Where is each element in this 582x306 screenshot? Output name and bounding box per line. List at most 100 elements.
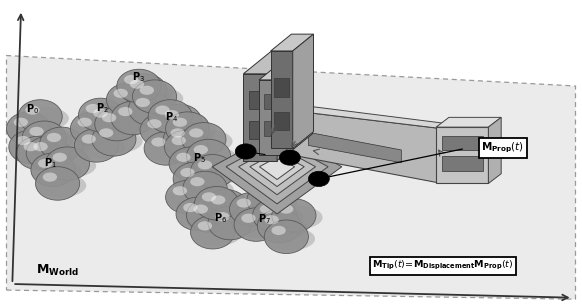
Ellipse shape	[254, 189, 268, 199]
Ellipse shape	[74, 129, 119, 162]
Ellipse shape	[129, 92, 172, 125]
Ellipse shape	[186, 146, 237, 170]
Ellipse shape	[164, 122, 207, 156]
Ellipse shape	[124, 75, 139, 84]
Ellipse shape	[113, 89, 128, 98]
Polygon shape	[274, 112, 289, 130]
Ellipse shape	[173, 118, 187, 127]
Polygon shape	[243, 74, 277, 161]
Ellipse shape	[234, 215, 285, 238]
Ellipse shape	[257, 209, 301, 243]
Ellipse shape	[234, 208, 278, 241]
Polygon shape	[249, 121, 271, 139]
Ellipse shape	[264, 215, 279, 224]
Text: $\mathbf{M}_{\mathbf{World}}$: $\mathbf{M}_{\mathbf{World}}$	[36, 263, 79, 278]
Ellipse shape	[271, 226, 286, 235]
Ellipse shape	[130, 80, 144, 89]
Ellipse shape	[194, 204, 208, 214]
Ellipse shape	[155, 106, 170, 115]
Ellipse shape	[264, 227, 315, 251]
Ellipse shape	[93, 109, 108, 118]
Polygon shape	[6, 55, 576, 299]
Ellipse shape	[194, 145, 208, 154]
Ellipse shape	[47, 133, 61, 142]
Ellipse shape	[183, 178, 234, 202]
Text: $\mathbf{P}_{1}$: $\mathbf{P}_{1}$	[44, 156, 56, 170]
Ellipse shape	[151, 137, 166, 147]
Polygon shape	[289, 110, 442, 184]
Ellipse shape	[180, 168, 194, 177]
Ellipse shape	[169, 154, 220, 177]
Polygon shape	[271, 51, 293, 148]
Polygon shape	[259, 80, 287, 155]
Ellipse shape	[158, 104, 201, 138]
Ellipse shape	[16, 136, 61, 170]
Ellipse shape	[99, 128, 113, 137]
Ellipse shape	[123, 81, 173, 104]
Ellipse shape	[79, 98, 123, 132]
Ellipse shape	[70, 112, 115, 145]
Ellipse shape	[176, 204, 227, 228]
Ellipse shape	[190, 162, 242, 185]
Ellipse shape	[198, 221, 212, 230]
Polygon shape	[243, 48, 309, 74]
Polygon shape	[260, 157, 294, 180]
Ellipse shape	[140, 121, 191, 144]
Ellipse shape	[86, 104, 100, 113]
Ellipse shape	[204, 189, 248, 223]
Ellipse shape	[189, 128, 203, 137]
Ellipse shape	[25, 106, 40, 115]
Ellipse shape	[22, 121, 66, 155]
Ellipse shape	[165, 130, 208, 164]
Ellipse shape	[26, 136, 70, 170]
Ellipse shape	[186, 199, 230, 232]
Ellipse shape	[169, 147, 213, 181]
Ellipse shape	[36, 174, 86, 197]
Ellipse shape	[253, 206, 303, 229]
Ellipse shape	[173, 169, 224, 193]
Ellipse shape	[86, 103, 130, 136]
Ellipse shape	[18, 100, 62, 133]
Ellipse shape	[211, 195, 225, 204]
Ellipse shape	[95, 114, 146, 138]
Ellipse shape	[16, 136, 30, 145]
Ellipse shape	[111, 108, 162, 132]
Polygon shape	[289, 105, 450, 129]
Polygon shape	[271, 34, 314, 51]
Ellipse shape	[79, 105, 129, 129]
Ellipse shape	[308, 171, 329, 187]
Polygon shape	[259, 59, 313, 80]
Ellipse shape	[204, 196, 255, 220]
Ellipse shape	[242, 214, 255, 223]
Ellipse shape	[229, 192, 274, 226]
Ellipse shape	[183, 171, 227, 205]
Ellipse shape	[237, 198, 251, 207]
Ellipse shape	[45, 147, 90, 181]
Polygon shape	[250, 152, 304, 187]
Ellipse shape	[264, 220, 308, 254]
Ellipse shape	[172, 136, 186, 145]
Ellipse shape	[33, 142, 48, 151]
Ellipse shape	[40, 134, 90, 158]
Ellipse shape	[92, 129, 143, 153]
Ellipse shape	[102, 113, 116, 122]
Ellipse shape	[166, 119, 217, 142]
Text: $\mathbf{P}_{4}$: $\mathbf{P}_{4}$	[165, 110, 179, 124]
Ellipse shape	[136, 98, 150, 107]
Ellipse shape	[171, 128, 184, 137]
Ellipse shape	[148, 100, 192, 133]
Ellipse shape	[9, 130, 53, 164]
Ellipse shape	[208, 213, 259, 237]
Polygon shape	[277, 48, 309, 161]
Ellipse shape	[16, 143, 67, 167]
Ellipse shape	[95, 107, 139, 141]
Ellipse shape	[194, 187, 239, 220]
Polygon shape	[249, 91, 271, 109]
Ellipse shape	[22, 128, 73, 151]
Ellipse shape	[190, 155, 235, 188]
Polygon shape	[287, 59, 313, 155]
Text: $\mathbf{P}_{2}$: $\mathbf{P}_{2}$	[96, 101, 109, 115]
Ellipse shape	[235, 144, 256, 159]
Ellipse shape	[107, 90, 157, 114]
Ellipse shape	[173, 186, 187, 196]
